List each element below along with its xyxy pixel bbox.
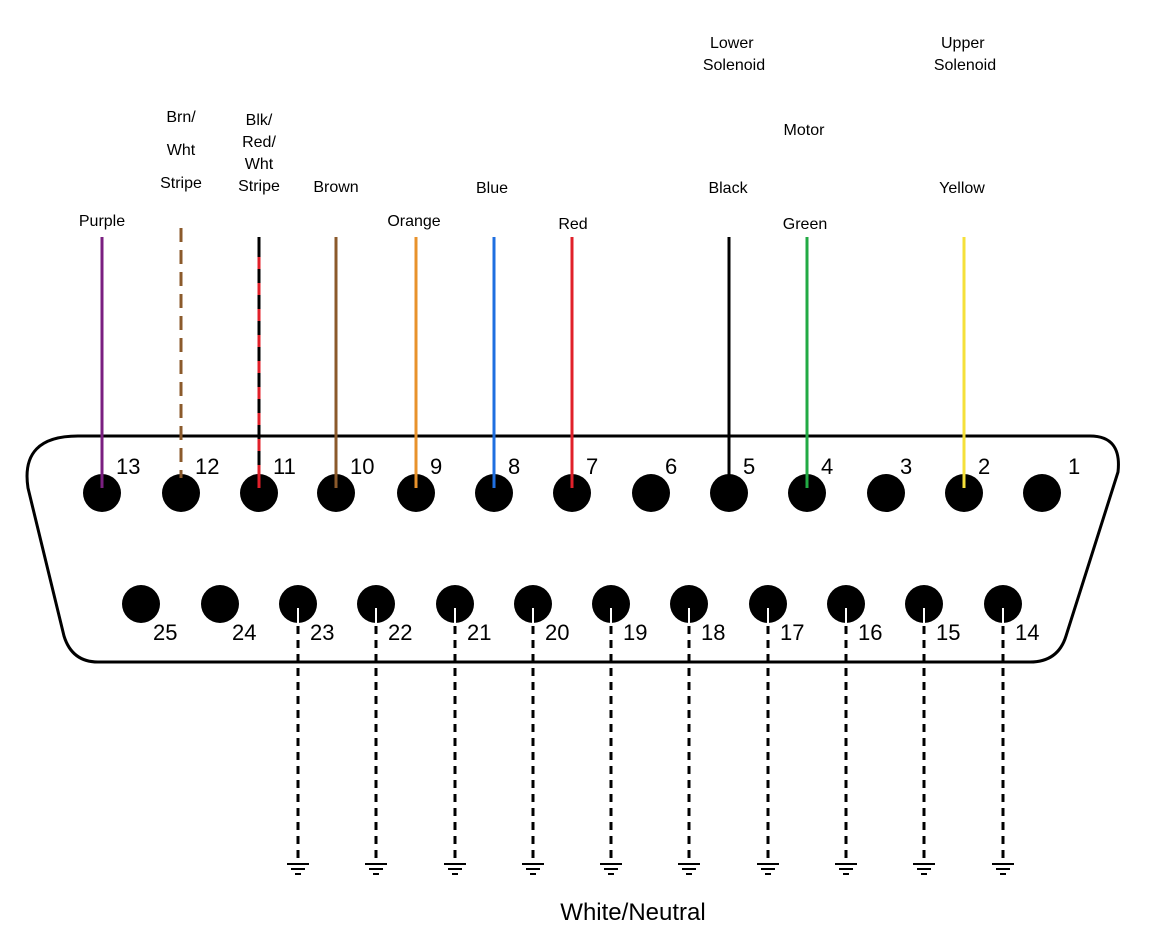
ground-icon — [992, 863, 1014, 875]
pin-25 — [122, 585, 160, 623]
pin-16 — [827, 585, 865, 623]
pin-3 — [867, 474, 905, 512]
pin-10 — [317, 474, 355, 512]
pin-number-20: 20 — [545, 620, 569, 645]
pin-number-21: 21 — [467, 620, 491, 645]
pin-number-19: 19 — [623, 620, 647, 645]
lower-solenoid-label: Lower Solenoid — [703, 35, 765, 74]
pin-23 — [279, 585, 317, 623]
pin-number-18: 18 — [701, 620, 725, 645]
pin-22 — [357, 585, 395, 623]
pin-13 — [83, 474, 121, 512]
pin-17 — [749, 585, 787, 623]
pin-20 — [514, 585, 552, 623]
wire-label-pin-8: Blue — [476, 180, 508, 197]
pin-number-17: 17 — [780, 620, 804, 645]
pin-number-5: 5 — [743, 454, 755, 479]
white-neutral-label: White/Neutral — [560, 899, 705, 926]
pin-number-7: 7 — [586, 454, 598, 479]
pin-number-15: 15 — [936, 620, 960, 645]
pin-number-9: 9 — [430, 454, 442, 479]
wire-label-pin-13: Purple — [79, 213, 125, 230]
pin-15 — [905, 585, 943, 623]
top-wires: Purple Brn/Wht Stripe Blk/Red/Wht Stripe Brow… — [79, 109, 985, 490]
pin-9 — [397, 474, 435, 512]
pin-1 — [1023, 474, 1061, 512]
pin-number-24: 24 — [232, 620, 256, 645]
ground-icon — [678, 863, 700, 875]
wire-label-pin-2: Yellow — [939, 180, 985, 197]
ground-icon — [522, 863, 544, 875]
pin-number-25: 25 — [153, 620, 177, 645]
pin-6 — [632, 474, 670, 512]
pin-7 — [553, 474, 591, 512]
pin-number-10: 10 — [350, 454, 374, 479]
top-pin-row: 13 12 11 10 9 8 7 6 5 4 3 2 1 — [83, 454, 1080, 512]
pin-number-23: 23 — [310, 620, 334, 645]
pin-number-6: 6 — [665, 454, 677, 479]
ground-wires — [287, 612, 1014, 875]
pin-number-16: 16 — [858, 620, 882, 645]
ground-icon — [913, 863, 935, 875]
wire-label-pin-11: Blk/Red/Wht Stripe — [238, 112, 280, 195]
pin-number-2: 2 — [978, 454, 990, 479]
wire-label-pin-4: Green — [783, 216, 827, 233]
ground-icon — [600, 863, 622, 875]
pin-2 — [945, 474, 983, 512]
pin-8 — [475, 474, 513, 512]
pin-number-4: 4 — [821, 454, 833, 479]
wire-label-pin-12: Brn/Wht Stripe — [160, 109, 202, 192]
pin-19 — [592, 585, 630, 623]
ground-icon — [365, 863, 387, 875]
pin-18 — [670, 585, 708, 623]
pin-number-13: 13 — [116, 454, 140, 479]
pin-number-1: 1 — [1068, 454, 1080, 479]
wire-label-pin-10: Brown — [313, 179, 358, 196]
pin-4 — [788, 474, 826, 512]
pin-21 — [436, 585, 474, 623]
motor-label: Motor — [784, 122, 826, 139]
pin-11 — [240, 474, 278, 512]
pin-5 — [710, 474, 748, 512]
pin-number-12: 12 — [195, 454, 219, 479]
pin-12 — [162, 474, 200, 512]
pin-24 — [201, 585, 239, 623]
pin-number-3: 3 — [900, 454, 912, 479]
pin-14 — [984, 585, 1022, 623]
wire-label-pin-7: Red — [558, 216, 587, 233]
ground-icon — [835, 863, 857, 875]
bottom-pin-row: 25 24 23 22 21 20 19 18 17 16 15 14 — [122, 585, 1039, 645]
wire-label-pin-5: Black — [708, 180, 748, 197]
ground-icon — [444, 863, 466, 875]
pin-number-22: 22 — [388, 620, 412, 645]
ground-icon — [757, 863, 779, 875]
upper-solenoid-label: Upper Solenoid — [934, 35, 996, 74]
wire-label-pin-9: Orange — [387, 213, 440, 230]
ground-icon — [287, 863, 309, 875]
pin-number-14: 14 — [1015, 620, 1039, 645]
pin-number-11: 11 — [273, 454, 296, 479]
pin-number-8: 8 — [508, 454, 520, 479]
